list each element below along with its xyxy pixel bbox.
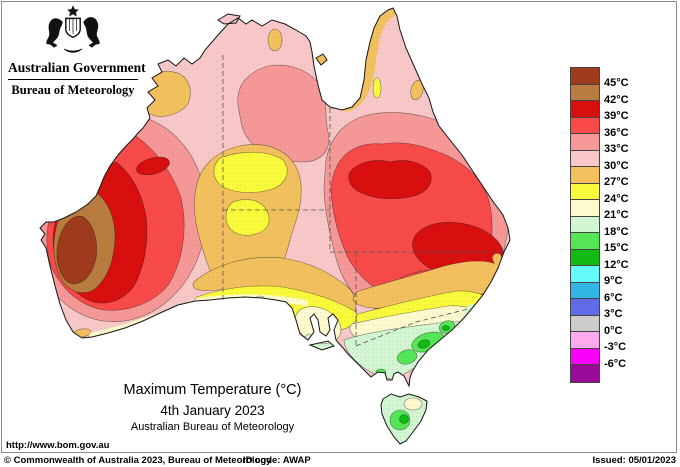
legend-label: 0°C [604, 324, 623, 337]
header-divider [8, 79, 138, 80]
map-title: Maximum Temperature (°C) [123, 382, 302, 398]
map-title-block: Maximum Temperature (°C) 4th January 202… [15, 382, 410, 433]
map-frame [1, 1, 677, 453]
legend-swatch [571, 183, 599, 200]
legend-label: 9°C [604, 275, 623, 287]
legend-swatch [571, 282, 599, 299]
legend-label: 45°C [604, 77, 629, 89]
map-subtitle: Australian Bureau of Meteorology [130, 421, 295, 433]
legend-swatch [571, 332, 599, 349]
state-borders [222, 55, 506, 347]
agency-header: Australian Government Bureau of Meteorol… [8, 2, 146, 98]
legend-swatch [571, 150, 599, 167]
legend-swatch [571, 134, 599, 151]
bom-url: http://www.bom.gov.au [6, 440, 110, 451]
australian-coat-of-arms-icon [46, 5, 100, 53]
legend-color-scale [570, 67, 600, 383]
legend-swatch [571, 68, 599, 85]
issued-date: Issued: 05/01/2023 [592, 455, 676, 466]
legend-swatch [571, 266, 599, 283]
legend-swatch [571, 365, 599, 382]
legend-swatch [571, 200, 599, 217]
legend-label: -6°C [604, 357, 627, 370]
legend-swatch [571, 84, 599, 101]
legend-swatch [571, 167, 599, 184]
legend-label: 30°C [604, 159, 629, 172]
agency-name: Australian Government [8, 60, 146, 75]
legend-swatch [571, 101, 599, 118]
bureau-name: Bureau of Meteorology [11, 83, 135, 97]
legend-label: 6°C [604, 291, 623, 304]
coastline [39, 7, 511, 445]
map-date: 4th January 2023 [160, 403, 265, 418]
legend-label: 39°C [604, 110, 629, 122]
legend-swatch [571, 315, 599, 332]
legend-label: -3°C [604, 341, 627, 353]
legend-label: 42°C [604, 93, 629, 106]
legend-swatch [571, 216, 599, 233]
copyright-text: © Commonwealth of Australia 2023, Bureau… [4, 455, 272, 466]
legend-label: 36°C [604, 126, 629, 139]
legend-swatch [571, 117, 599, 134]
legend-swatch [571, 348, 599, 365]
legend-label: 24°C [604, 192, 629, 205]
legend-label: 12°C [604, 258, 629, 271]
legend-label: 18°C [604, 225, 629, 238]
legend-swatch [571, 233, 599, 250]
legend-swatch [571, 299, 599, 316]
legend-label: 15°C [604, 242, 629, 254]
legend-label: 27°C [604, 176, 629, 188]
id-code: ID code: AWAP [243, 455, 311, 466]
legend-label: 3°C [604, 308, 623, 320]
legend-swatch [571, 249, 599, 266]
legend-label: 21°C [604, 209, 629, 221]
legend-label: 33°C [604, 143, 629, 155]
